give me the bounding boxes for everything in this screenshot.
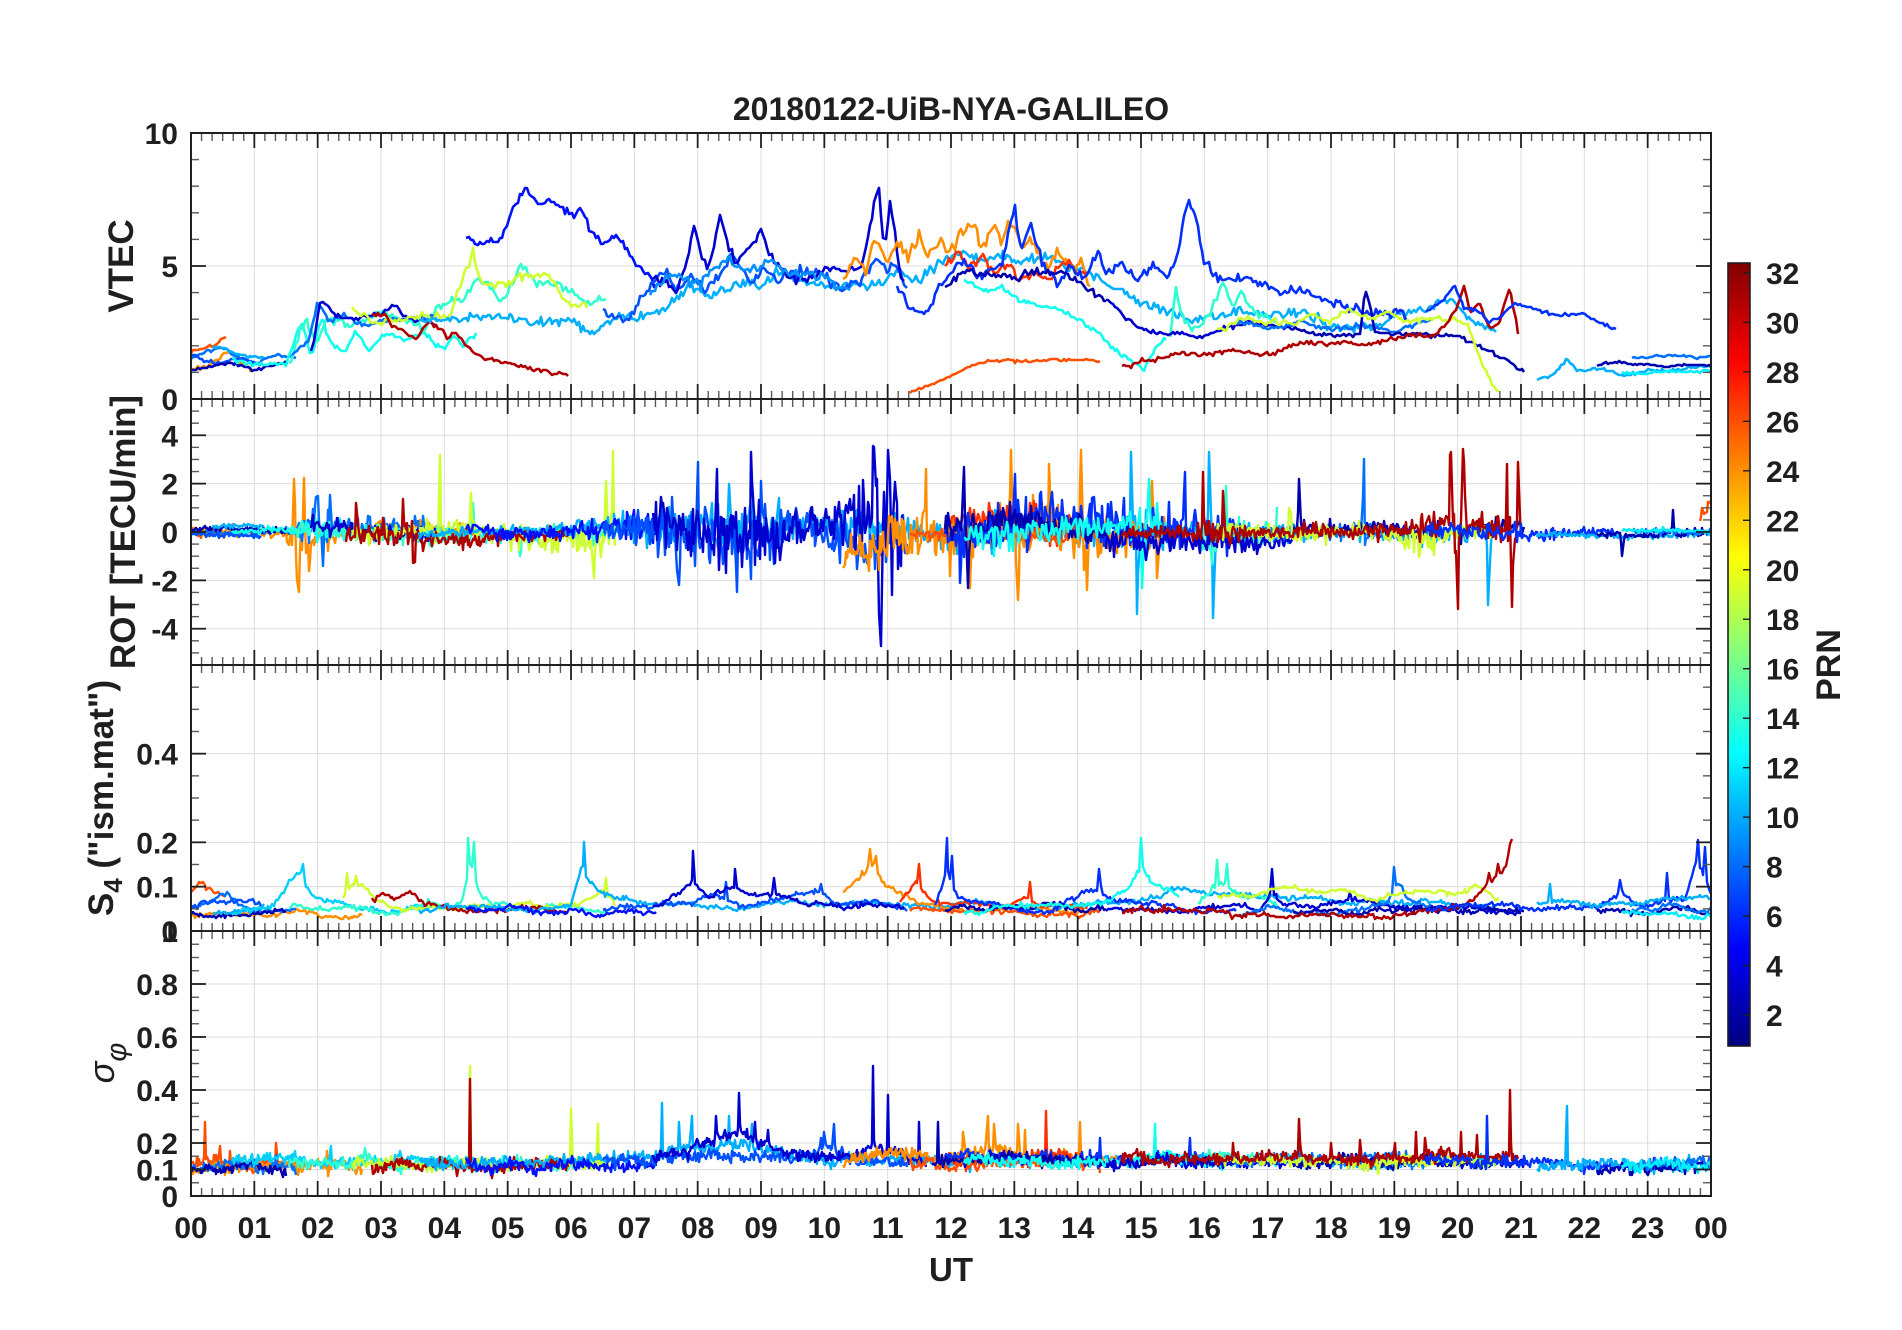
svg-text:13: 13 (998, 1212, 1031, 1245)
svg-text:11: 11 (872, 1212, 904, 1245)
svg-text:0: 0 (161, 384, 178, 417)
svg-text:10: 10 (145, 118, 178, 151)
svg-text:0.6: 0.6 (136, 1022, 178, 1055)
svg-text:0.8: 0.8 (136, 969, 178, 1002)
svg-text:5: 5 (161, 251, 178, 284)
svg-text:32: 32 (1766, 258, 1799, 291)
svg-text:00: 00 (174, 1212, 207, 1245)
svg-text:20: 20 (1441, 1212, 1474, 1245)
svg-text:0.4: 0.4 (136, 1075, 178, 1108)
svg-text:30: 30 (1766, 307, 1799, 340)
svg-text:1: 1 (161, 916, 178, 949)
svg-text:0.1: 0.1 (136, 1155, 178, 1188)
svg-text:0.4: 0.4 (136, 739, 178, 772)
svg-text:08: 08 (681, 1212, 714, 1245)
svg-text:05: 05 (491, 1212, 524, 1245)
svg-text:12: 12 (1766, 753, 1799, 786)
svg-text:20180122-UiB-NYA-GALILEO: 20180122-UiB-NYA-GALILEO (733, 91, 1169, 127)
svg-text:ROT [TECU/min]: ROT [TECU/min] (104, 395, 143, 669)
svg-text:10: 10 (1766, 802, 1799, 835)
svg-text:07: 07 (618, 1212, 651, 1245)
svg-text:UT: UT (929, 1251, 973, 1288)
svg-text:PRN: PRN (1810, 629, 1848, 701)
svg-text:00: 00 (1694, 1212, 1727, 1245)
svg-text:0.2: 0.2 (136, 827, 178, 860)
svg-text:8: 8 (1766, 852, 1783, 885)
svg-text:15: 15 (1124, 1212, 1157, 1245)
svg-text:20: 20 (1766, 555, 1799, 588)
svg-text:28: 28 (1766, 357, 1799, 390)
svg-text:S4 ("ism.mat"): S4 ("ism.mat") (82, 680, 128, 916)
svg-text:0: 0 (161, 1181, 178, 1214)
svg-text:6: 6 (1766, 901, 1783, 934)
svg-text:4: 4 (1766, 951, 1783, 984)
svg-text:-4: -4 (151, 614, 178, 647)
svg-text:2: 2 (1766, 1000, 1783, 1033)
svg-text:02: 02 (301, 1212, 334, 1245)
svg-text:2: 2 (161, 469, 178, 502)
svg-text:18: 18 (1766, 604, 1799, 637)
svg-text:21: 21 (1504, 1212, 1537, 1245)
svg-text:0: 0 (161, 916, 178, 949)
svg-text:14: 14 (1766, 703, 1800, 736)
svg-text:12: 12 (934, 1212, 967, 1245)
svg-text:03: 03 (364, 1212, 397, 1245)
svg-text:09: 09 (744, 1212, 777, 1245)
svg-text:18: 18 (1314, 1212, 1347, 1245)
svg-text:VTEC: VTEC (102, 219, 141, 312)
svg-text:24: 24 (1766, 456, 1800, 489)
svg-text:04: 04 (428, 1212, 462, 1245)
svg-text:23: 23 (1631, 1212, 1664, 1245)
svg-text:0.2: 0.2 (136, 1128, 178, 1161)
svg-text:17: 17 (1251, 1212, 1284, 1245)
svg-text:19: 19 (1378, 1212, 1411, 1245)
svg-text:0: 0 (161, 517, 178, 550)
svg-text:01: 01 (238, 1212, 271, 1245)
svg-text:10: 10 (808, 1212, 841, 1245)
svg-text:14: 14 (1061, 1212, 1095, 1245)
svg-text:26: 26 (1766, 406, 1799, 439)
svg-text:16: 16 (1766, 654, 1799, 687)
svg-text:0.1: 0.1 (136, 872, 178, 905)
svg-text:4: 4 (161, 420, 178, 453)
svg-text:22: 22 (1568, 1212, 1601, 1245)
svg-text:16: 16 (1188, 1212, 1221, 1245)
svg-text:-2: -2 (151, 565, 178, 598)
svg-text:22: 22 (1766, 505, 1799, 538)
svg-text:06: 06 (554, 1212, 587, 1245)
